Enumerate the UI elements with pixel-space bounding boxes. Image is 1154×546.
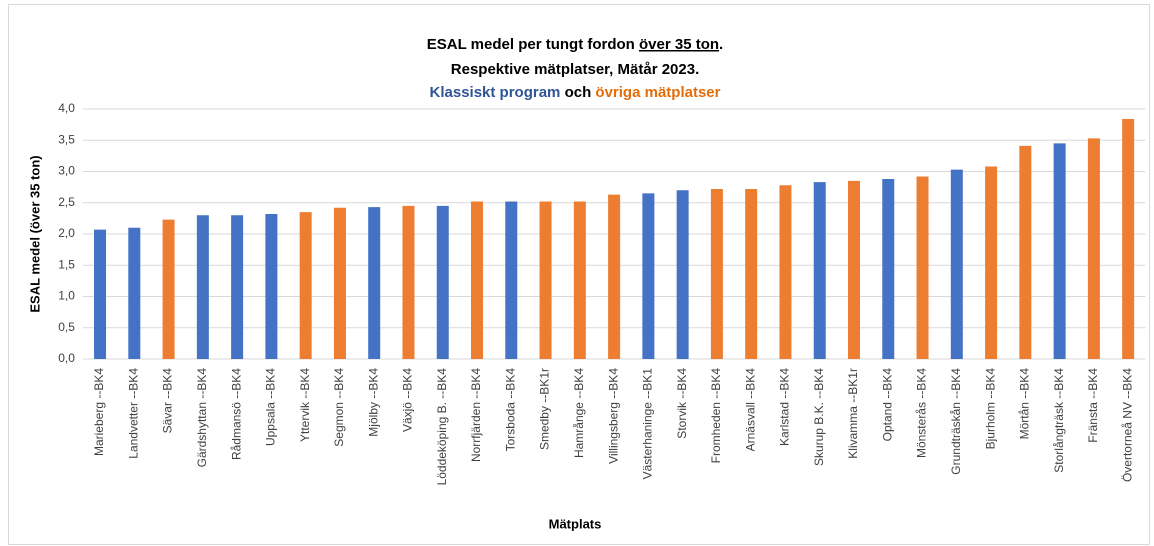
x-tick-label: Rådmansö --BK4 (229, 368, 243, 460)
x-tick-label: Hamrånge --BK4 (572, 368, 586, 458)
y-tick-label: 2,0 (58, 226, 75, 240)
bar (608, 194, 621, 359)
x-tick-label: Fränsta --BK4 (1086, 368, 1100, 443)
title-part: Respektive mätplatser, Mätår 2023. (451, 61, 699, 78)
x-tick-label: Klivamma --BK1r (846, 368, 860, 459)
title-line: Respektive mätplatser, Mätår 2023. (451, 61, 699, 78)
bar (368, 207, 381, 359)
x-tick-label: Mjölby --BK4 (366, 368, 380, 437)
bar (710, 189, 723, 359)
y-tick-label: 1,5 (58, 257, 75, 271)
bar (745, 189, 758, 359)
bar (471, 201, 484, 359)
bar (847, 180, 860, 359)
bar (333, 207, 346, 359)
x-tick-label: Segmon --BK4 (332, 368, 346, 447)
bar (505, 201, 518, 359)
bar (882, 179, 895, 359)
x-tick-label: Yttervik --BK4 (298, 368, 312, 442)
bar (402, 205, 415, 359)
y-axis-title: ESAL medel (över 35 ton) (27, 155, 42, 312)
x-tick-label: Optand --BK4 (880, 368, 894, 442)
x-tick-label: Fromheden --BK4 (709, 368, 723, 464)
bar (196, 215, 209, 359)
x-tick-label: Storlångträsk --BK4 (1052, 368, 1066, 473)
title-part: Klassiskt program (430, 84, 561, 101)
bar (94, 229, 107, 359)
y-tick-label: 0,5 (58, 320, 75, 334)
y-tick-label: 0,0 (58, 351, 75, 365)
title-part: övriga mätplatser (595, 84, 720, 101)
x-tick-label: Löddeköping B. --BK4 (435, 368, 449, 486)
x-tick-label: Sävar --BK4 (161, 368, 175, 434)
x-tick-label: Landvetter --BK4 (126, 368, 140, 459)
title-line: Klassiskt program och övriga mätplatser (430, 84, 721, 101)
bar (299, 212, 312, 359)
x-tick-label: Norrfjärden --BK4 (469, 368, 483, 462)
x-tick-label: Bjurholm --BK4 (983, 368, 997, 450)
x-tick-label: Mönsterås --BK4 (915, 368, 929, 458)
bar (813, 182, 826, 359)
x-tick-label: Grundträskån --BK4 (949, 368, 963, 475)
bar (1087, 138, 1100, 359)
x-tick-label: Mörtån --BK4 (1018, 368, 1032, 440)
x-tick-label: Uppsala --BK4 (264, 368, 278, 446)
x-tick-label: Västerhaninge --BK1 (641, 368, 655, 480)
title-part: över 35 ton (639, 36, 719, 53)
bar (916, 176, 929, 359)
bar (779, 185, 792, 359)
x-tick-label: Karlstad --BK4 (778, 368, 792, 446)
title-part: och (565, 84, 592, 101)
x-tick-label: Gärdshyttan --BK4 (195, 368, 209, 468)
x-tick-label: Smedby --BK1r (538, 368, 552, 450)
bar (128, 227, 141, 359)
x-tick-label: Villingsberg --BK4 (606, 368, 620, 464)
y-tick-label: 2,5 (58, 195, 75, 209)
bar (162, 219, 175, 359)
x-tick-label: Storvik --BK4 (675, 368, 689, 439)
bar (539, 201, 552, 359)
bar (1019, 145, 1032, 359)
bar (642, 193, 655, 359)
y-tick-label: 4,0 (58, 101, 75, 115)
x-axis-title: Mätplats (549, 516, 602, 531)
bar (436, 205, 449, 359)
bar (573, 201, 586, 359)
title-line: ESAL medel per tungt fordon över 35 ton. (427, 36, 723, 53)
bar (985, 166, 998, 359)
x-tick-label: Torsboda --BK4 (503, 368, 517, 452)
bar (1122, 119, 1135, 359)
x-tick-label: Skurup B.K. --BK4 (812, 368, 826, 466)
bar (676, 190, 689, 359)
x-tick-label: Övertorneå NV --BK4 (1120, 368, 1134, 482)
bar (265, 214, 278, 359)
x-tick-label: Växjö --BK4 (401, 368, 415, 432)
bar (1053, 143, 1066, 359)
x-tick-label: Marieberg --BK4 (92, 368, 106, 456)
y-tick-label: 3,0 (58, 164, 75, 178)
y-tick-label: 1,0 (58, 289, 75, 303)
title-part: . (719, 36, 723, 53)
bar (231, 215, 244, 359)
title-part: ESAL medel per tungt fordon (427, 36, 635, 53)
x-tick-label: Arnäsvall --BK4 (743, 368, 757, 452)
y-tick-label: 3,5 (58, 132, 75, 146)
bar (950, 169, 963, 359)
